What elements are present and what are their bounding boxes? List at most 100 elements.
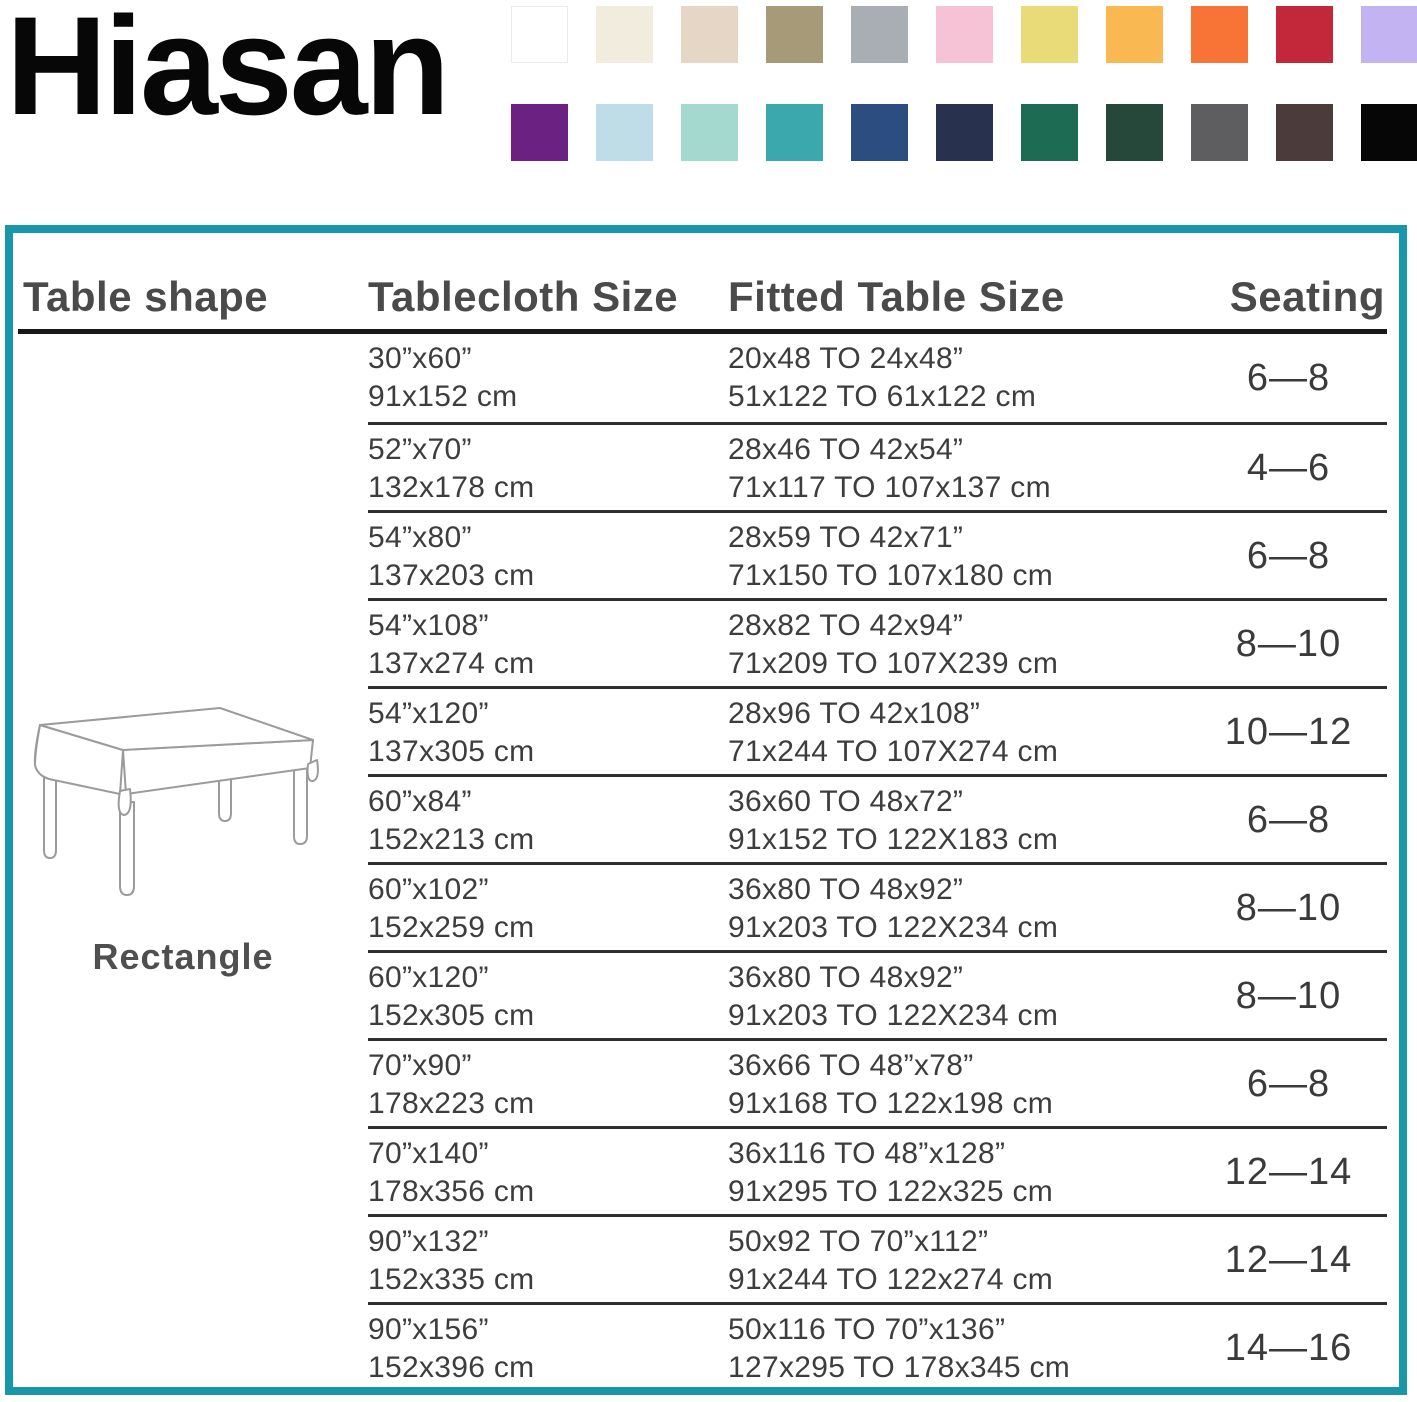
color-swatch-orange[interactable]	[1191, 6, 1248, 63]
color-swatch-green[interactable]	[1021, 104, 1078, 161]
fitted-size-cm: 91x295 TO 122x325 cm	[728, 1175, 1054, 1208]
seating-cell: 10—12	[1224, 710, 1353, 753]
table-row: 60”x102” 152x259 cm 36x80 TO 48x92” 91x203 …	[13, 862, 1399, 950]
tablecloth-size-cell: 90”x132” 152x335 cm	[368, 1217, 728, 1302]
color-swatch-pink[interactable]	[936, 6, 993, 63]
color-swatch-khaki[interactable]	[766, 6, 823, 63]
tablecloth-size-inches: 70”x140”	[368, 1137, 489, 1170]
header-tablecloth-size: Tablecloth Size	[368, 273, 679, 320]
tablecloth-size-cm: 132x178 cm	[368, 471, 535, 504]
seating-cell: 6—8	[1246, 534, 1331, 577]
tablecloth-size-cell: 60”x120” 152x305 cm	[368, 953, 728, 1038]
color-swatch-lavender[interactable]	[1361, 6, 1417, 63]
color-swatch-red[interactable]	[1276, 6, 1333, 63]
seating-cell: 6—8	[1246, 1062, 1331, 1105]
tablecloth-size-cell: 54”x80” 137x203 cm	[368, 513, 728, 598]
size-rows: Rectangle 30”x60” 91x152 cm 20x48 TO 24x48…	[13, 334, 1399, 1390]
color-swatch-dark-grey[interactable]	[1191, 104, 1248, 161]
tablecloth-size-inches: 52”x70”	[368, 433, 472, 466]
header-seating: Seating	[1229, 273, 1385, 320]
fitted-size-cell: 28x96 TO 42x108” 71x244 TO 107X274 cm	[728, 689, 1190, 774]
color-swatch-teal[interactable]	[766, 104, 823, 161]
color-swatch-beige[interactable]	[681, 6, 738, 63]
tablecloth-size-cm: 152x259 cm	[368, 911, 535, 944]
color-swatch-ivory[interactable]	[596, 6, 653, 63]
fitted-size-cell: 36x80 TO 48x92” 91x203 TO 122X234 cm	[728, 953, 1190, 1038]
seating-cell: 8—10	[1235, 622, 1342, 665]
color-swatch-yellow[interactable]	[1021, 6, 1078, 63]
tablecloth-size-cm: 178x223 cm	[368, 1087, 535, 1120]
table-row: 70”x90” 178x223 cm 36x66 TO 48”x78” 91x168 …	[13, 1038, 1399, 1126]
table-row: 70”x140” 178x356 cm 36x116 TO 48”x128” 91x2…	[13, 1126, 1399, 1214]
fitted-size-cm: 91x203 TO 122X234 cm	[728, 999, 1059, 1032]
color-swatch-dark-green[interactable]	[1106, 104, 1163, 161]
tablecloth-size-inches: 54”x108”	[368, 609, 489, 642]
color-swatch-aqua[interactable]	[681, 104, 738, 161]
size-chart-table: Table shape Tablecloth Size Fitted Table…	[5, 225, 1407, 1395]
color-swatch-light-blue[interactable]	[596, 104, 653, 161]
color-swatch-black[interactable]	[1361, 104, 1417, 161]
seating-cell: 8—10	[1235, 886, 1342, 929]
fitted-size-cell: 28x82 TO 42x94” 71x209 TO 107X239 cm	[728, 601, 1190, 686]
tablecloth-size-cm: 178x356 cm	[368, 1175, 535, 1208]
fitted-size-inches: 36x116 TO 48”x128”	[728, 1137, 1006, 1170]
table-row: 54”x80” 137x203 cm 28x59 TO 42x71” 71x150 T…	[13, 510, 1399, 598]
fitted-size-cell: 28x46 TO 42x54” 71x117 TO 107x137 cm	[728, 425, 1190, 510]
fitted-size-cell: 20x48 TO 24x48” 51x122 TO 61x122 cm	[728, 334, 1190, 422]
tablecloth-size-cm: 152x335 cm	[368, 1263, 535, 1296]
header-fitted-size: Fitted Table Size	[728, 273, 1065, 320]
tablecloth-size-inches: 30”x60”	[368, 342, 472, 375]
seating-cell: 12—14	[1224, 1238, 1353, 1281]
fitted-size-cell: 36x66 TO 48”x78” 91x168 TO 122x198 cm	[728, 1041, 1190, 1126]
tablecloth-size-cm: 152x305 cm	[368, 999, 535, 1032]
color-swatch-navy-blue[interactable]	[851, 104, 908, 161]
fitted-size-inches: 36x66 TO 48”x78”	[728, 1049, 974, 1082]
fitted-size-cm: 71x150 TO 107x180 cm	[728, 559, 1054, 592]
fitted-size-cm: 91x244 TO 122x274 cm	[728, 1263, 1054, 1296]
color-swatch-chocolate[interactable]	[1276, 104, 1333, 161]
swatch-row-2	[511, 104, 1417, 161]
fitted-size-inches: 20x48 TO 24x48”	[728, 342, 964, 375]
fitted-size-cm: 127x295 TO 178x345 cm	[728, 1351, 1071, 1384]
tablecloth-size-cm: 137x203 cm	[368, 559, 535, 592]
fitted-size-inches: 36x60 TO 48x72”	[728, 785, 964, 818]
tablecloth-size-cell: 70”x140” 178x356 cm	[368, 1129, 728, 1214]
tablecloth-size-cell: 30”x60” 91x152 cm	[368, 334, 728, 422]
fitted-size-cell: 50x92 TO 70”x112” 91x244 TO 122x274 cm	[728, 1217, 1190, 1302]
color-swatch-gold[interactable]	[1106, 6, 1163, 63]
fitted-size-inches: 50x92 TO 70”x112”	[728, 1225, 989, 1258]
color-swatch-dark-navy[interactable]	[936, 104, 993, 161]
tablecloth-size-cell: 52”x70” 132x178 cm	[368, 425, 728, 510]
fitted-size-cell: 36x60 TO 48x72” 91x152 TO 122X183 cm	[728, 777, 1190, 862]
seating-cell: 4—6	[1246, 446, 1331, 489]
fitted-size-cm: 71x244 TO 107X274 cm	[728, 735, 1059, 768]
table-row: 52”x70” 132x178 cm 28x46 TO 42x54” 71x117 T…	[13, 422, 1399, 510]
table-row: 54”x108” 137x274 cm 28x82 TO 42x94” 71x209 …	[13, 598, 1399, 686]
color-swatch-silver-grey[interactable]	[851, 6, 908, 63]
fitted-size-inches: 28x82 TO 42x94”	[728, 609, 964, 642]
fitted-size-cell: 36x80 TO 48x92” 91x203 TO 122X234 cm	[728, 865, 1190, 950]
seating-cell: 6—8	[1246, 357, 1331, 399]
fitted-size-inches: 28x59 TO 42x71”	[728, 521, 964, 554]
fitted-size-inches: 28x46 TO 42x54”	[728, 433, 964, 466]
table-row: 90”x156” 152x396 cm 50x116 TO 70”x136” 127x…	[13, 1302, 1399, 1390]
seating-cell: 14—16	[1224, 1326, 1353, 1369]
fitted-size-inches: 50x116 TO 70”x136”	[728, 1313, 1006, 1346]
tablecloth-size-inches: 90”x156”	[368, 1313, 489, 1346]
tablecloth-size-cm: 137x305 cm	[368, 735, 535, 768]
shape-label: Rectangle	[92, 936, 274, 977]
table-header-row: Table shape Tablecloth Size Fitted Table…	[13, 233, 1399, 323]
fitted-size-cm: 91x152 TO 122X183 cm	[728, 823, 1059, 856]
color-swatch-white[interactable]	[511, 6, 568, 63]
fitted-size-inches: 36x80 TO 48x92”	[728, 961, 964, 994]
fitted-size-cm: 71x117 TO 107x137 cm	[728, 471, 1051, 504]
tablecloth-size-cm: 91x152 cm	[368, 380, 518, 413]
fitted-size-cell: 36x116 TO 48”x128” 91x295 TO 122x325 cm	[728, 1129, 1190, 1214]
tablecloth-size-inches: 54”x120”	[368, 697, 489, 730]
tablecloth-size-inches: 90”x132”	[368, 1225, 489, 1258]
tablecloth-size-cell: 54”x120” 137x305 cm	[368, 689, 728, 774]
fitted-size-cm: 51x122 TO 61x122 cm	[728, 380, 1037, 413]
tablecloth-size-cm: 152x396 cm	[368, 1351, 535, 1384]
fitted-size-cm: 91x203 TO 122X234 cm	[728, 911, 1059, 944]
color-swatch-purple[interactable]	[511, 104, 568, 161]
